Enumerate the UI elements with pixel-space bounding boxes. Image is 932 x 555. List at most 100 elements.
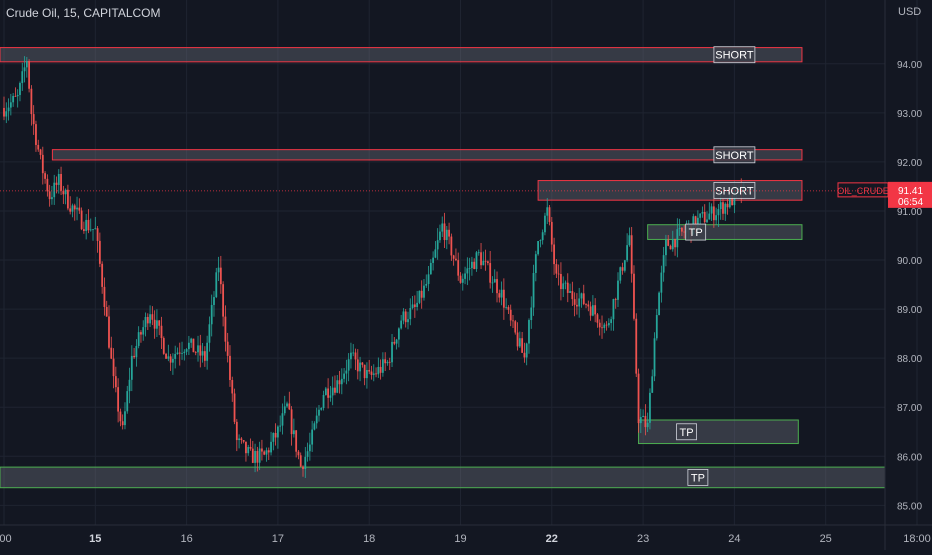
candle-body [505,307,508,308]
candle-body [197,345,199,353]
candle-body [320,408,323,410]
candle-body [363,364,366,379]
candle-body [108,316,110,348]
x-tick-label: 17 [272,533,284,545]
candle-body [384,359,387,364]
candle-body [388,361,391,363]
candle-body [710,206,713,214]
candle-body [158,320,161,326]
candle-body [649,392,651,423]
candle-body [423,285,425,298]
candle-body [64,189,67,195]
candle-body [311,429,314,445]
candle-body [343,373,345,379]
candle-body [413,304,416,307]
candle-body [126,391,129,412]
candle-body [674,239,676,248]
candle-body [381,359,384,373]
candle-body [340,378,343,385]
candle-body [267,450,270,453]
candle-body [507,307,510,310]
candle-body [249,447,252,449]
candle-body [201,351,204,356]
candle-body [391,341,393,363]
candle-body [696,217,699,228]
candle-body [187,342,190,350]
candle-body [297,451,300,456]
candle-body [448,229,450,237]
symbol-title[interactable]: Crude Oil, 15, CAPITALCOM [6,6,161,20]
candle-body [21,71,24,84]
candle-body [619,267,622,281]
candle-body [270,441,272,453]
candle-body [192,338,195,353]
candle-body [336,380,339,393]
y-tick-label: 91.00 [897,207,922,218]
candle-body [548,207,551,222]
x-tick-label: 16 [180,533,192,545]
candle-body [537,241,540,255]
candle-body [82,229,85,231]
candle-body [69,208,72,212]
candle-body [667,239,670,246]
candle-body [256,450,259,463]
candle-body [308,444,311,452]
candle-body [213,297,215,305]
candle-body [445,229,448,241]
y-tick-label: 93.00 [897,109,922,120]
candle-body [706,219,708,223]
candle-body [596,314,599,323]
candle-body [251,448,254,463]
candle-body [712,206,715,221]
candle-body [366,369,368,379]
candle-body [464,273,466,279]
candle-body [290,409,293,435]
candle-body [607,323,610,326]
candle-body [350,352,352,360]
candle-body [245,441,247,454]
candle-body [149,314,151,324]
candle-body [153,319,156,329]
candle-body [361,362,364,365]
candle-body [181,353,183,354]
candle-body [420,290,423,298]
candle-body [210,304,213,325]
candle-body [78,207,81,211]
currency-label: USD [898,6,922,18]
candle-body [277,426,279,438]
candle-body [62,190,65,195]
candle-body [286,403,288,407]
candle-body [318,409,320,416]
candle-body [135,345,138,358]
candle-body [610,319,613,324]
candle-body [19,83,21,95]
short-zone [51,149,803,161]
candle-body [48,191,51,200]
candle-body [3,107,5,117]
x-tick-label: 24 [728,533,740,545]
candle-body [665,239,667,256]
zone-label-text: SHORT [715,185,754,197]
candle-body [553,244,555,265]
candle-body [279,425,282,427]
candle-body [51,197,53,200]
candle-body [450,236,453,256]
candle-body [338,380,341,385]
candle-body [598,322,601,328]
candle-body [455,258,457,261]
short-zone [537,180,803,201]
candle-body [452,255,455,259]
candle-body [258,448,261,463]
candle-body [315,415,318,424]
candle-body [80,210,83,230]
y-tick-label: 85.00 [897,501,922,512]
candle-body [655,315,658,339]
candle-body [626,245,629,261]
candle-body [92,229,94,230]
candle-body [114,376,117,388]
zone-label-box [713,146,756,164]
x-tick-label: :00 [0,533,12,545]
